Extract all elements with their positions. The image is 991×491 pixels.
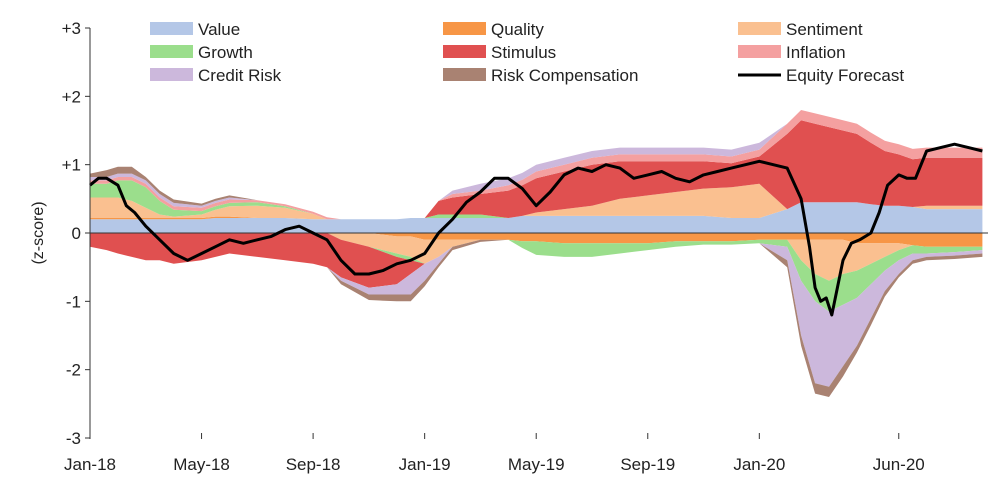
legend-label: Risk Compensation xyxy=(491,66,638,85)
y-tick-label: +3 xyxy=(62,19,81,38)
x-tick-label: Sep-18 xyxy=(286,455,341,474)
area-value-positive xyxy=(90,202,983,233)
legend-label: Value xyxy=(198,20,240,39)
legend-item-quality: Quality xyxy=(443,20,544,39)
area-sentiment-negative xyxy=(90,233,983,281)
legend-label: Equity Forecast xyxy=(786,66,904,85)
legend-item-sentiment: Sentiment xyxy=(738,20,863,39)
area-stimulus-negative xyxy=(90,233,983,312)
area-growth-negative xyxy=(90,233,983,312)
legend-swatch xyxy=(443,22,486,35)
legend-item-equity-forecast: Equity Forecast xyxy=(738,66,904,85)
x-tick-label: May-18 xyxy=(173,455,230,474)
stacked-areas xyxy=(90,110,983,397)
area-quality-negative xyxy=(90,233,983,247)
y-tick-label: -3 xyxy=(66,429,81,448)
area-growth-positive xyxy=(90,180,983,220)
y-tick-label: -2 xyxy=(66,361,81,380)
legend-label: Credit Risk xyxy=(198,66,282,85)
x-tick-label: Jan-19 xyxy=(399,455,451,474)
area-stimulus-positive xyxy=(90,120,983,220)
legend-swatch xyxy=(443,45,486,58)
legend-swatch xyxy=(443,68,486,81)
legend-label: Growth xyxy=(198,43,253,62)
x-tick-label: Sep-19 xyxy=(620,455,675,474)
legend-item-value: Value xyxy=(150,20,240,39)
legend-label: Inflation xyxy=(786,43,846,62)
legend-item-growth: Growth xyxy=(150,43,253,62)
y-tick-label: -1 xyxy=(66,292,81,311)
equity-forecast-line-group xyxy=(89,142,983,317)
legend-swatch xyxy=(150,45,193,58)
legend-swatch xyxy=(738,45,781,58)
y-axis-label: (z-score) xyxy=(30,201,47,264)
x-tick-label: May-19 xyxy=(508,455,565,474)
legend-item-inflation: Inflation xyxy=(738,43,846,62)
legend-label: Quality xyxy=(491,20,544,39)
area-credit-risk-negative xyxy=(90,239,983,387)
legend-swatch xyxy=(150,68,193,81)
legend-label: Stimulus xyxy=(491,43,556,62)
legend-swatch xyxy=(150,22,193,35)
legend-label: Sentiment xyxy=(786,20,863,39)
y-tick-label: +1 xyxy=(62,156,81,175)
x-tick-label: Jan-20 xyxy=(733,455,785,474)
area-sentiment-positive xyxy=(90,183,983,220)
y-tick-label: 0 xyxy=(72,224,81,243)
area-inflation-positive xyxy=(90,110,983,220)
legend: Value Quality Sentiment Growth Stimulus Infla… xyxy=(150,20,904,85)
equity-forecast-line xyxy=(89,142,983,317)
x-tick-label: Jun-20 xyxy=(873,455,925,474)
legend-item-credit-risk: Credit Risk xyxy=(150,66,282,85)
axes: +3 +2 +1 0 -1 -2 -3 Jan-18 May-18 Sep-18 Jan-19 May… xyxy=(62,19,925,474)
y-tick-label: +2 xyxy=(62,87,81,106)
x-tick-label: Jan-18 xyxy=(64,455,116,474)
legend-item-stimulus: Stimulus xyxy=(443,43,556,62)
legend-swatch xyxy=(738,22,781,35)
legend-item-risk-compensation: Risk Compensation xyxy=(443,66,638,85)
